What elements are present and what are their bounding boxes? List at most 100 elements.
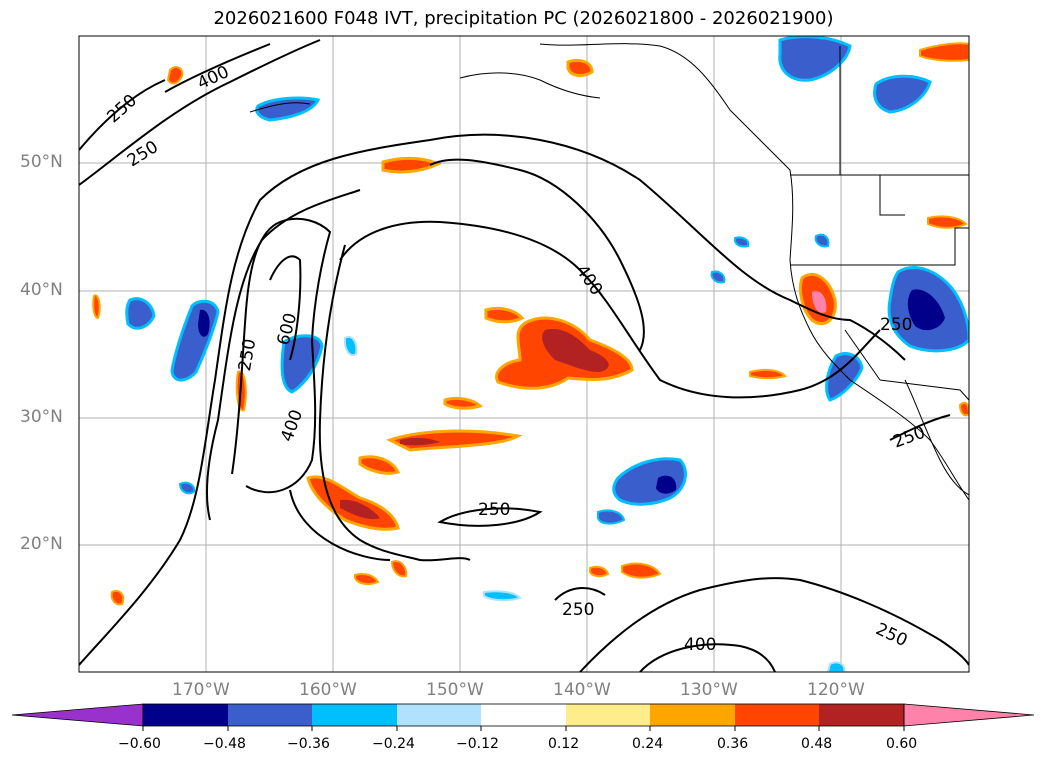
ivt-contour-250-sw <box>554 587 606 601</box>
coastlines <box>249 43 969 501</box>
contour-label: 250 <box>880 315 912 335</box>
ivt-contour-250-left <box>205 189 361 521</box>
contour-label: 400 <box>684 635 716 655</box>
precip-positive <box>92 42 969 606</box>
ivt-contour-250-baja <box>889 414 951 441</box>
precip-neg-small1 <box>343 336 358 356</box>
colorbar-tick-label: 0.60 <box>886 736 918 752</box>
coastline-baja <box>904 379 969 496</box>
lon-label-150w: 150°W <box>426 680 484 700</box>
ivt-contour-inner-loop <box>289 489 391 561</box>
map-title: 2026021600 F048 IVT, precipitation PC (2… <box>213 8 834 29</box>
precip-blob-13 <box>92 294 101 320</box>
precip-neg-small3 <box>733 236 750 248</box>
colorbar-tick-label: −0.12 <box>456 736 499 752</box>
precip-blob-11 <box>621 562 662 579</box>
border-ca-nv <box>844 329 881 381</box>
precip-blob-1 <box>484 306 525 324</box>
colorbar-tick-label: 0.24 <box>632 736 664 752</box>
ivt-contour-600 <box>269 255 302 361</box>
precip-blob-18 <box>749 368 787 380</box>
precip-neg-small4 <box>710 270 726 284</box>
ivt-contour-400-se <box>639 643 776 672</box>
precip-blob-15 <box>390 560 408 578</box>
ivt-contour-400-inner <box>231 217 332 494</box>
lat-label-30n: 30°N <box>20 407 63 427</box>
colorbar-bin <box>735 704 819 726</box>
precip-blob-2 <box>386 429 523 452</box>
precip-neg-small6 <box>826 661 846 672</box>
precip-blob-9 <box>919 42 969 62</box>
lon-label-170w: 170°W <box>172 680 230 700</box>
colorbar-bin <box>650 704 735 726</box>
contour-label: 250 <box>562 600 594 620</box>
ivt-contour-400-mid <box>339 220 881 399</box>
precip-neg-far-west <box>125 297 156 330</box>
colorbar <box>11 703 1035 731</box>
precip-neg-central-south-core <box>656 475 677 494</box>
colorbar-tick-label: 0.12 <box>548 736 580 752</box>
precip-blob-10 <box>927 215 968 229</box>
colorbar-tick-label: −0.60 <box>118 736 161 752</box>
precip-blob-7 <box>566 58 594 77</box>
precip-negative <box>125 36 969 672</box>
precip-neg-ne <box>873 74 932 114</box>
coastline-alaska <box>459 72 601 99</box>
precip-blob-6 <box>381 156 442 174</box>
precip-blob-16 <box>589 565 610 578</box>
colorbar-bin <box>481 704 566 726</box>
ivt-contour-250-main <box>79 133 906 666</box>
coastline-na <box>539 43 969 501</box>
lon-label-140w: 140°W <box>553 680 611 700</box>
colorbar-tick-label: −0.48 <box>203 736 246 752</box>
border-states-1 <box>790 227 969 266</box>
precip-blob-17 <box>166 66 184 85</box>
map-frame <box>78 35 970 673</box>
colorbar-bin <box>819 704 904 726</box>
precip-neg-south <box>483 590 522 602</box>
precip-core-5 <box>340 499 380 520</box>
ivt-contour-250-se <box>579 577 969 672</box>
ivt-contour-400-lower <box>318 244 471 562</box>
precip-neg-small5 <box>814 233 830 248</box>
lon-label-130w: 130°W <box>680 680 738 700</box>
precip-blob-12 <box>110 590 125 606</box>
precip-blob-14 <box>354 572 380 586</box>
ivt-contour-nw-250b <box>79 79 166 151</box>
precip-neg-cs2 <box>597 509 626 525</box>
graticule <box>79 36 969 672</box>
lat-label-50n: 50°N <box>20 152 63 172</box>
precip-core-central <box>542 329 609 372</box>
colorbar-tick-label: −0.24 <box>372 736 415 752</box>
ivt-contours <box>79 39 969 672</box>
precip-neg-west-core <box>198 309 210 337</box>
precip-core-2 <box>400 437 440 446</box>
colorbar-bin <box>143 704 228 726</box>
precip-core-ca <box>812 291 827 313</box>
border-states-2 <box>879 175 905 216</box>
colorbar-bin <box>312 704 397 726</box>
colorbar-bin <box>397 704 481 726</box>
colorbar-bin <box>228 704 312 726</box>
ivt-contour-250-south <box>437 507 543 527</box>
contour-label: 250 <box>478 500 510 520</box>
precip-neg-nw <box>778 36 852 82</box>
precip-blob-3 <box>358 455 401 475</box>
precip-neg-aleut <box>255 96 321 122</box>
precip-blob-4 <box>443 396 483 410</box>
colorbar-frame <box>142 703 905 727</box>
colorbar-bin <box>566 704 650 726</box>
colorbar-tick-label: −0.36 <box>287 736 330 752</box>
ivt-contour-nw-250a <box>79 39 321 186</box>
colorbar-extend-low <box>11 703 144 727</box>
lon-label-120w: 120°W <box>807 680 865 700</box>
colorbar-tick-label: 0.36 <box>717 736 749 752</box>
colorbar-tick-label: 0.48 <box>801 736 833 752</box>
colorbar-extend-high <box>903 703 1035 727</box>
precip-neg-intermountain-core <box>907 289 945 331</box>
lon-label-160w: 160°W <box>299 680 357 700</box>
lat-label-20n: 20°N <box>20 534 63 554</box>
ivt-contour-nw-400 <box>164 43 271 93</box>
precip-neg-small2 <box>178 481 196 495</box>
